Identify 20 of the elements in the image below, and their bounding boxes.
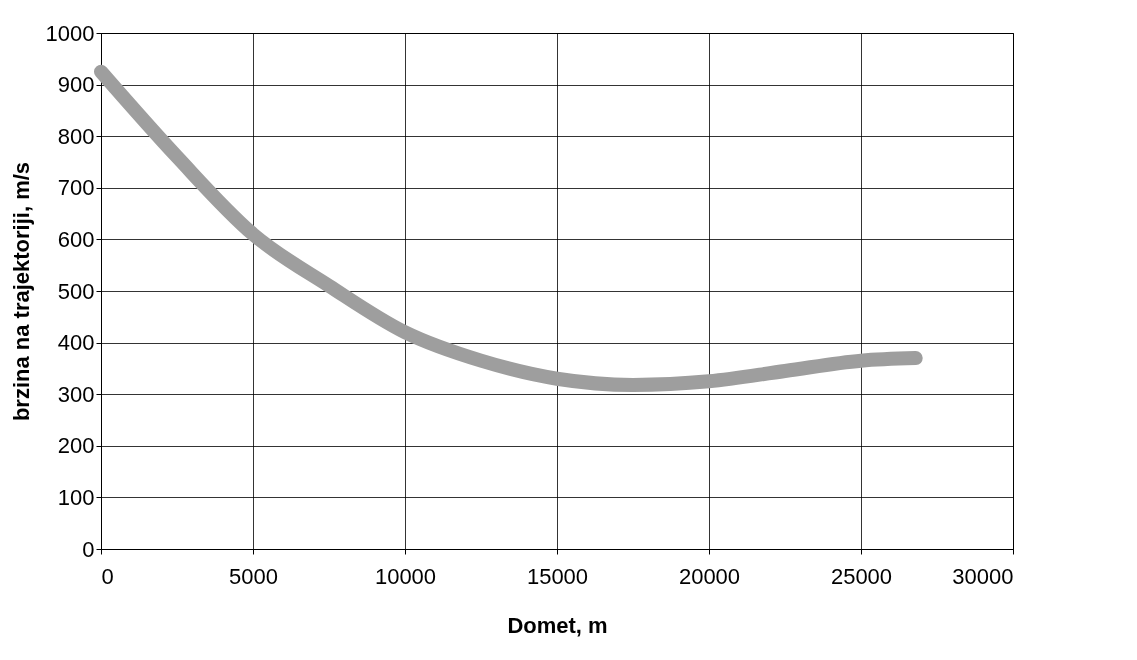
y-tick-label: 100 (57, 484, 95, 510)
x-axis-title: Domet, m (507, 612, 608, 638)
x-tick-label: 20000 (678, 563, 741, 589)
y-tick-label: 400 (57, 330, 95, 356)
y-tick-label: 900 (57, 72, 95, 98)
y-tick-label: 600 (57, 226, 95, 252)
y-tick-label: 200 (57, 433, 95, 459)
y-tick-label: 500 (57, 278, 95, 304)
x-tick-label: 10000 (374, 563, 437, 589)
y-tick-label: 300 (57, 381, 95, 407)
y-tick-label: 800 (57, 123, 95, 149)
x-tick-label: 25000 (830, 563, 893, 589)
y-tick-label: 700 (57, 175, 95, 201)
x-tick-label: 15000 (526, 563, 589, 589)
y-axis-title: brzina na trajektoriji, m/s (8, 161, 34, 422)
x-tick-label: 0 (101, 563, 114, 589)
y-tick-label: 1000 (45, 20, 95, 46)
x-tick-label: 30000 (952, 563, 1014, 589)
x-tick-label: 5000 (229, 563, 278, 589)
y-tick-label: 0 (82, 536, 95, 562)
